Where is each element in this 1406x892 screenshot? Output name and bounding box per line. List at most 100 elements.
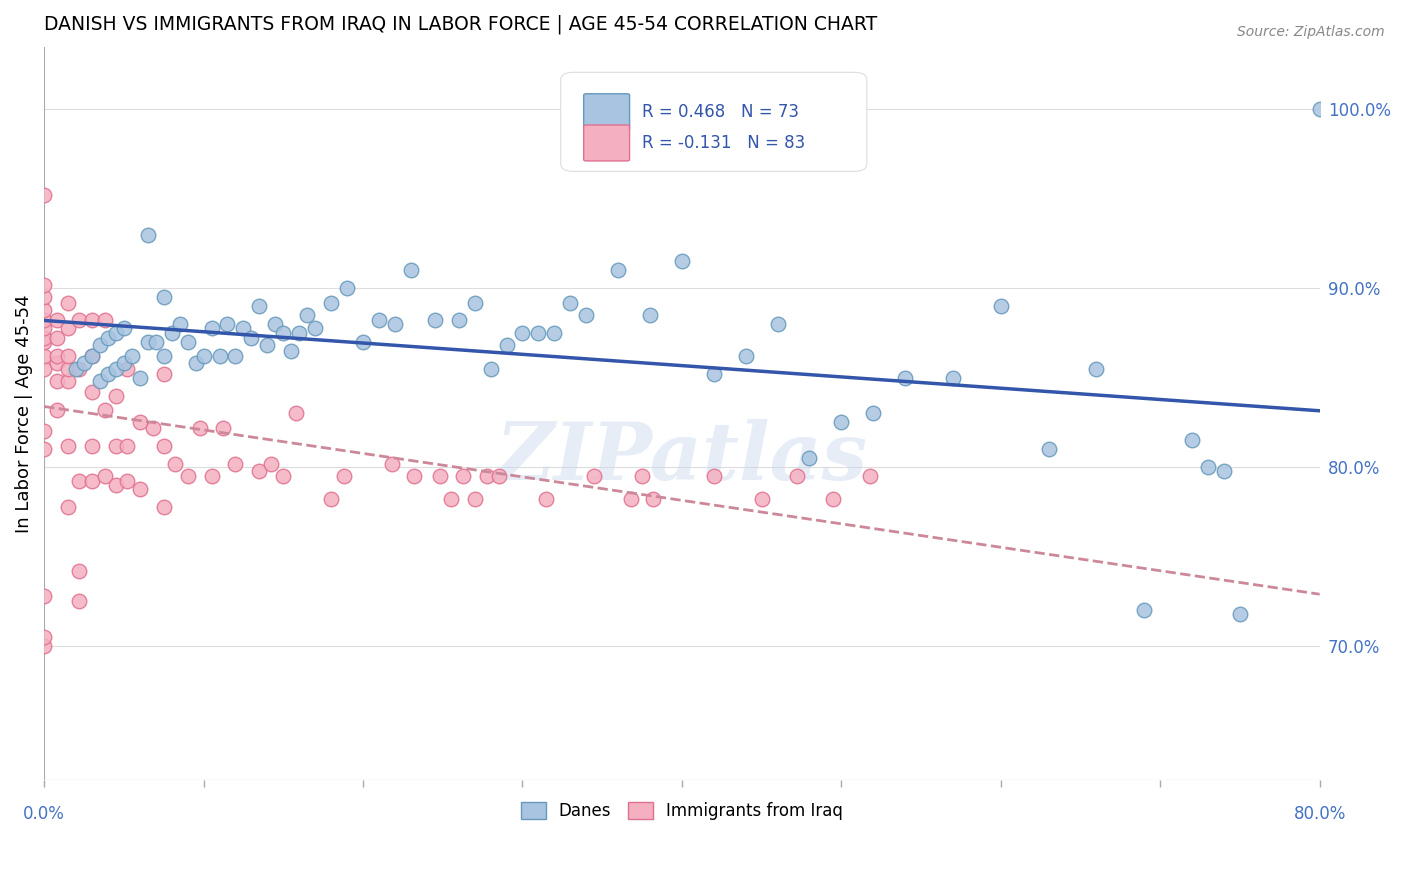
Point bbox=[80, 349, 103, 363]
Point bbox=[271, 326, 294, 340]
Point bbox=[799, 451, 821, 466]
Point bbox=[193, 349, 215, 363]
Point bbox=[543, 326, 565, 340]
Point bbox=[32, 442, 55, 457]
Point bbox=[67, 361, 90, 376]
Point bbox=[115, 361, 138, 376]
Point bbox=[399, 263, 422, 277]
Point bbox=[97, 331, 120, 345]
Point bbox=[264, 317, 287, 331]
Y-axis label: In Labor Force | Age 45-54: In Labor Force | Age 45-54 bbox=[15, 294, 32, 533]
FancyBboxPatch shape bbox=[583, 94, 630, 129]
Point bbox=[368, 313, 391, 327]
Point bbox=[862, 407, 884, 421]
Point bbox=[32, 334, 55, 349]
Point bbox=[73, 356, 96, 370]
Point bbox=[32, 188, 55, 202]
Point bbox=[1309, 103, 1331, 117]
Point bbox=[536, 492, 558, 507]
Text: R = 0.468   N = 73: R = 0.468 N = 73 bbox=[643, 103, 800, 120]
Point bbox=[1197, 460, 1219, 475]
Point bbox=[352, 334, 374, 349]
Point bbox=[583, 469, 606, 483]
Point bbox=[32, 290, 55, 304]
Point bbox=[786, 469, 808, 483]
Text: DANISH VS IMMIGRANTS FROM IRAQ IN LABOR FORCE | AGE 45-54 CORRELATION CHART: DANISH VS IMMIGRANTS FROM IRAQ IN LABOR … bbox=[44, 15, 877, 35]
Point bbox=[141, 421, 163, 435]
Point bbox=[447, 313, 470, 327]
Point bbox=[464, 295, 486, 310]
Point bbox=[152, 500, 174, 514]
Point bbox=[208, 349, 231, 363]
Point bbox=[575, 308, 598, 322]
Point bbox=[200, 320, 222, 334]
Point bbox=[176, 334, 198, 349]
Point bbox=[136, 334, 159, 349]
Point bbox=[45, 331, 67, 345]
Point bbox=[512, 326, 534, 340]
Point bbox=[56, 349, 79, 363]
Point bbox=[1038, 442, 1060, 457]
Point bbox=[288, 326, 311, 340]
Point bbox=[152, 349, 174, 363]
Point bbox=[32, 349, 55, 363]
Point bbox=[224, 457, 246, 471]
Point bbox=[894, 370, 917, 384]
Point bbox=[384, 317, 406, 331]
Point bbox=[295, 308, 318, 322]
Point bbox=[453, 469, 475, 483]
Point bbox=[402, 469, 425, 483]
Point bbox=[89, 374, 111, 388]
Point bbox=[104, 361, 127, 376]
Point bbox=[56, 295, 79, 310]
Point bbox=[67, 564, 90, 578]
Point bbox=[190, 421, 212, 435]
Point bbox=[89, 338, 111, 352]
Point bbox=[319, 295, 342, 310]
Point bbox=[56, 374, 79, 388]
Point bbox=[495, 338, 517, 352]
Point bbox=[232, 320, 254, 334]
Point bbox=[93, 469, 115, 483]
Point bbox=[115, 475, 138, 489]
Point bbox=[703, 469, 725, 483]
Point bbox=[32, 313, 55, 327]
Point bbox=[45, 356, 67, 370]
Point bbox=[1181, 434, 1204, 448]
Point bbox=[703, 367, 725, 381]
FancyBboxPatch shape bbox=[583, 125, 630, 161]
Point bbox=[163, 457, 186, 471]
Point bbox=[93, 403, 115, 417]
Point bbox=[32, 302, 55, 317]
Point bbox=[643, 492, 665, 507]
Point bbox=[479, 361, 502, 376]
Point bbox=[136, 227, 159, 242]
Point bbox=[80, 313, 103, 327]
Point bbox=[45, 374, 67, 388]
Point bbox=[440, 492, 463, 507]
Point bbox=[93, 313, 115, 327]
Point bbox=[45, 349, 67, 363]
Text: 80.0%: 80.0% bbox=[1294, 805, 1346, 823]
Point bbox=[620, 492, 643, 507]
Point bbox=[115, 439, 138, 453]
Point bbox=[56, 320, 79, 334]
Point bbox=[211, 421, 233, 435]
Point bbox=[80, 475, 103, 489]
Point bbox=[285, 407, 308, 421]
Point bbox=[527, 326, 550, 340]
Point bbox=[184, 356, 207, 370]
Point bbox=[333, 469, 356, 483]
Point bbox=[32, 320, 55, 334]
Point bbox=[32, 589, 55, 603]
Point bbox=[56, 361, 79, 376]
Point bbox=[160, 326, 183, 340]
Point bbox=[104, 388, 127, 402]
Point bbox=[152, 367, 174, 381]
Point bbox=[990, 299, 1012, 313]
Point bbox=[32, 361, 55, 376]
Point bbox=[67, 594, 90, 608]
Point bbox=[247, 464, 270, 478]
Point bbox=[67, 475, 90, 489]
Point bbox=[104, 478, 127, 492]
